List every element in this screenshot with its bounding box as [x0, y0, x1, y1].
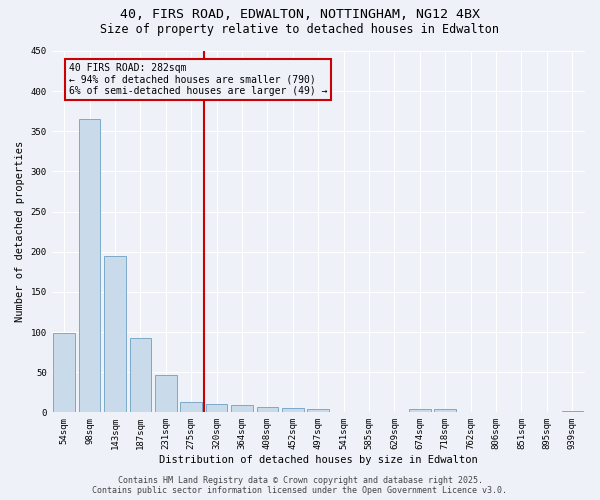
Bar — [282, 408, 304, 412]
Text: 40 FIRS ROAD: 282sqm
← 94% of detached houses are smaller (790)
6% of semi-detac: 40 FIRS ROAD: 282sqm ← 94% of detached h… — [69, 63, 328, 96]
Bar — [562, 410, 583, 412]
Bar — [155, 376, 176, 412]
Bar — [307, 409, 329, 412]
Y-axis label: Number of detached properties: Number of detached properties — [15, 141, 25, 322]
X-axis label: Distribution of detached houses by size in Edwalton: Distribution of detached houses by size … — [159, 455, 478, 465]
Bar — [130, 338, 151, 412]
Bar — [79, 120, 100, 412]
Bar — [257, 406, 278, 412]
Bar — [231, 405, 253, 412]
Bar — [409, 409, 431, 412]
Bar — [181, 402, 202, 412]
Bar — [104, 256, 126, 412]
Text: Contains HM Land Registry data © Crown copyright and database right 2025.
Contai: Contains HM Land Registry data © Crown c… — [92, 476, 508, 495]
Bar — [53, 333, 75, 412]
Bar — [434, 409, 456, 412]
Bar — [206, 404, 227, 412]
Text: 40, FIRS ROAD, EDWALTON, NOTTINGHAM, NG12 4BX: 40, FIRS ROAD, EDWALTON, NOTTINGHAM, NG1… — [120, 8, 480, 20]
Text: Size of property relative to detached houses in Edwalton: Size of property relative to detached ho… — [101, 22, 499, 36]
